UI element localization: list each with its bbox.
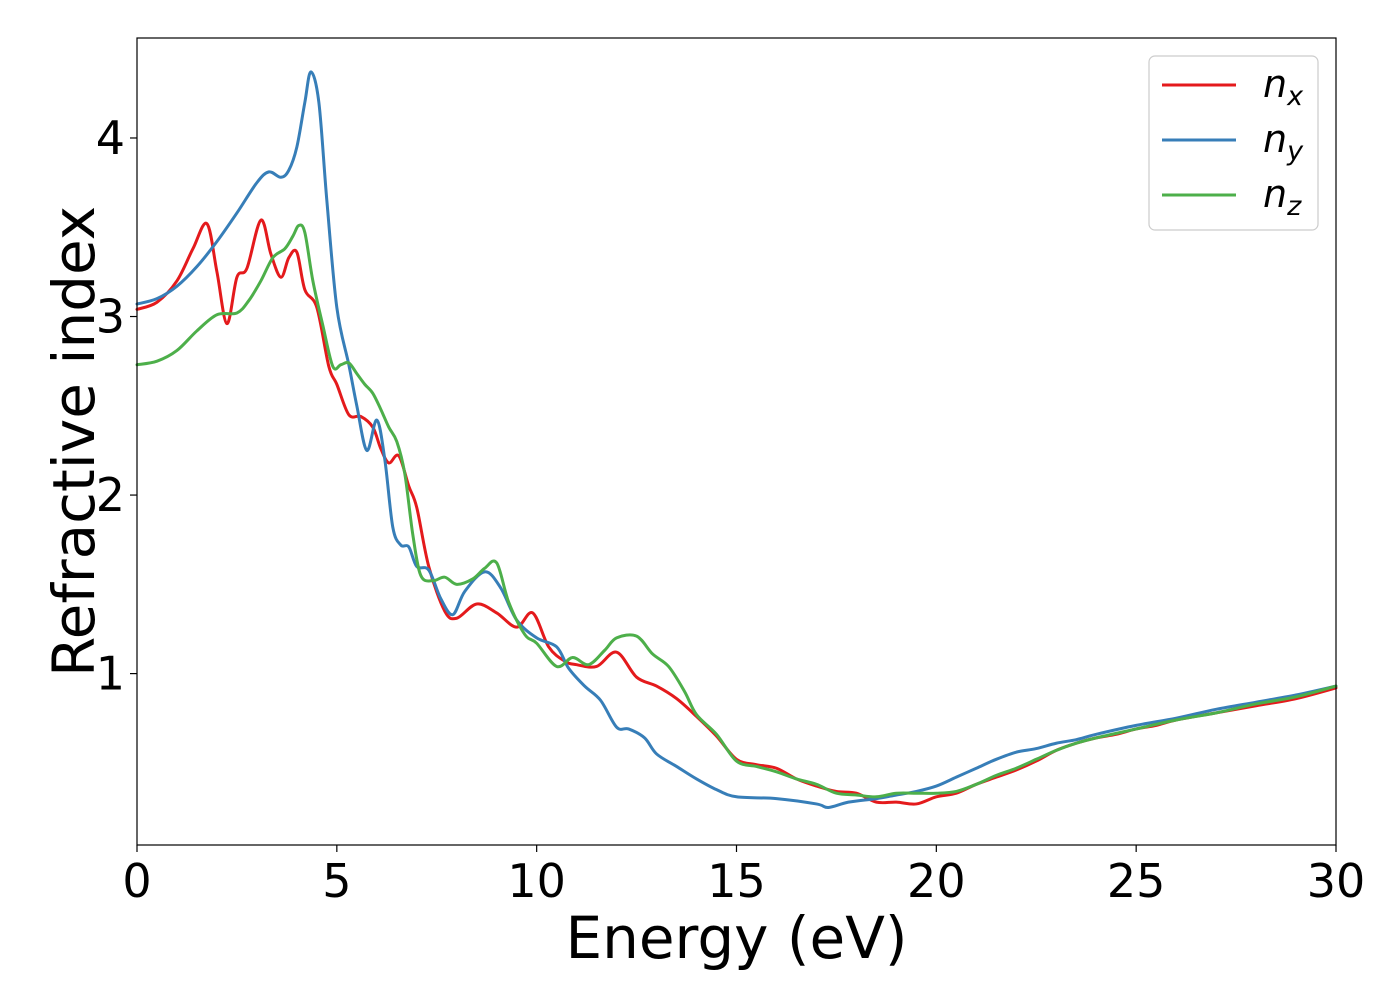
- y-tick-label: 1: [96, 647, 125, 701]
- x-tick-label: 25: [1107, 854, 1166, 908]
- x-tick-label: 5: [322, 854, 351, 908]
- y-axis-ticks: 1 2 3 4: [96, 111, 137, 701]
- y-tick-label: 4: [96, 111, 125, 165]
- x-tick-label: 10: [507, 854, 566, 908]
- series-layer: [135, 70, 1338, 810]
- legend-label-y: ny: [1263, 117, 1304, 167]
- x-axis-label: Energy (eV): [565, 904, 907, 972]
- x-tick-label: 20: [907, 854, 966, 908]
- y-axis-label: Refractive index: [40, 206, 108, 677]
- series-line-x: [135, 218, 1338, 806]
- legend-label-x: nx: [1263, 62, 1304, 112]
- x-axis-ticks: 0 5 10 15 20 25 30: [122, 845, 1365, 908]
- y-tick-label: 3: [96, 290, 125, 344]
- legend-label-z: nz: [1263, 172, 1302, 222]
- x-tick-label: 30: [1307, 854, 1366, 908]
- legend-box: [1148, 55, 1319, 231]
- y-tick-label: 2: [96, 468, 125, 522]
- series-line-z: [135, 223, 1338, 799]
- x-tick-label: 0: [122, 854, 151, 908]
- series-line-y: [135, 70, 1338, 810]
- x-tick-label: 15: [707, 854, 766, 908]
